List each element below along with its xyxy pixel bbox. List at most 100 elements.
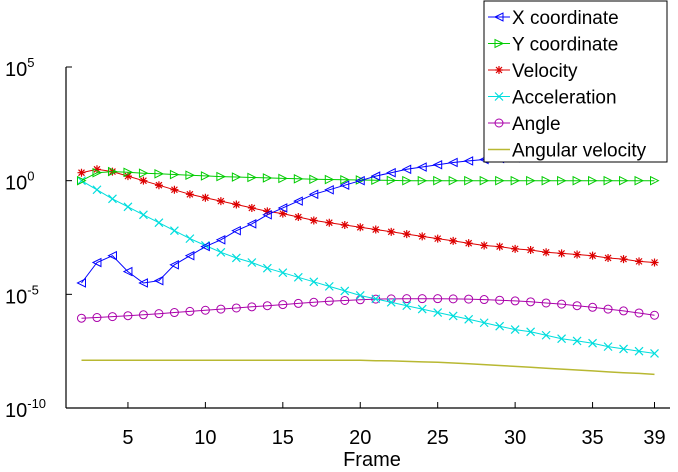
data-point	[339, 180, 350, 191]
data-point	[107, 250, 117, 261]
data-point	[495, 295, 505, 305]
legend-marker	[494, 38, 505, 49]
series-y-coordinate	[76, 166, 660, 186]
series-line-angular-velocity	[81, 359, 655, 376]
series-angle	[76, 294, 660, 323]
data-point	[619, 306, 629, 316]
data-point	[495, 175, 505, 186]
data-point	[433, 294, 443, 304]
data-point	[169, 226, 179, 236]
data-point	[588, 251, 597, 260]
data-point	[526, 175, 536, 186]
data-point	[448, 294, 458, 304]
x-tick-label: 10	[194, 427, 216, 449]
legend-marker	[494, 118, 504, 128]
legend-marker	[493, 12, 504, 22]
data-point	[526, 246, 535, 255]
data-point	[464, 175, 474, 186]
series-velocity	[77, 165, 659, 267]
data-point	[355, 175, 365, 186]
data-point	[650, 310, 660, 320]
data-point	[495, 321, 505, 331]
data-point	[448, 157, 458, 168]
data-point	[355, 291, 365, 300]
x-tick-label: 20	[349, 427, 371, 449]
data-point	[588, 302, 598, 312]
data-point	[215, 234, 226, 245]
data-point	[139, 176, 148, 185]
data-point	[247, 203, 256, 212]
data-point	[433, 234, 442, 243]
data-point	[263, 207, 272, 216]
data-point	[417, 304, 427, 314]
data-point	[278, 173, 288, 184]
data-point	[480, 241, 489, 250]
x-tick-label: 25	[427, 427, 449, 449]
data-point	[92, 185, 102, 195]
data-point	[201, 193, 210, 202]
data-point	[356, 223, 365, 232]
legend-entry-velocity: Velocity	[488, 61, 578, 82]
y-tick-exponent: 0	[27, 169, 34, 184]
series-line-acceleration	[81, 180, 655, 354]
y-tick-exponent: -10	[27, 396, 46, 411]
data-point	[170, 185, 179, 194]
data-point	[107, 166, 118, 177]
legend-marker	[495, 66, 503, 74]
data-point	[231, 303, 241, 313]
data-point	[433, 308, 443, 317]
data-point	[371, 294, 381, 304]
data-point	[200, 171, 211, 181]
data-point	[417, 175, 428, 186]
data-point	[340, 286, 350, 296]
data-point	[123, 167, 134, 178]
data-point	[417, 162, 427, 172]
axes-layer	[65, 67, 670, 409]
data-point	[634, 346, 644, 356]
data-point	[216, 197, 225, 206]
data-point	[293, 174, 304, 184]
data-point	[154, 218, 164, 228]
x-tick-label: 5	[122, 427, 133, 449]
data-point	[122, 266, 133, 277]
data-point	[510, 325, 520, 334]
data-point	[185, 306, 195, 316]
data-point	[511, 244, 520, 253]
data-point	[278, 268, 288, 278]
data-point	[557, 249, 566, 258]
data-point	[324, 174, 335, 185]
data-point	[479, 175, 490, 186]
data-point	[433, 175, 443, 186]
y-tick-exponent: -5	[27, 282, 39, 297]
data-point	[479, 318, 489, 328]
data-point	[495, 242, 504, 251]
data-point	[479, 295, 489, 305]
data-point	[464, 239, 473, 248]
data-point	[541, 330, 551, 340]
data-point	[169, 259, 179, 270]
data-point	[324, 184, 334, 195]
legend-entry-y-coordinate: Y coordinate	[488, 35, 618, 56]
data-point	[169, 308, 179, 318]
data-point	[92, 165, 101, 174]
data-point	[278, 300, 288, 310]
data-point	[619, 255, 628, 264]
data-point	[401, 164, 412, 175]
data-point	[464, 314, 474, 324]
data-point	[309, 277, 319, 287]
legend-entry-angle: Angle	[488, 114, 561, 135]
data-point	[278, 209, 287, 218]
data-point	[573, 250, 582, 259]
data-point	[572, 175, 583, 186]
data-point	[619, 175, 629, 186]
data-point	[635, 257, 644, 266]
data-point	[417, 294, 427, 304]
data-point	[308, 189, 319, 200]
data-point	[448, 311, 458, 321]
data-point	[370, 171, 381, 181]
data-point	[386, 297, 396, 307]
data-point	[232, 200, 241, 209]
legend-label: Acceleration	[512, 88, 617, 109]
data-point	[293, 298, 303, 308]
